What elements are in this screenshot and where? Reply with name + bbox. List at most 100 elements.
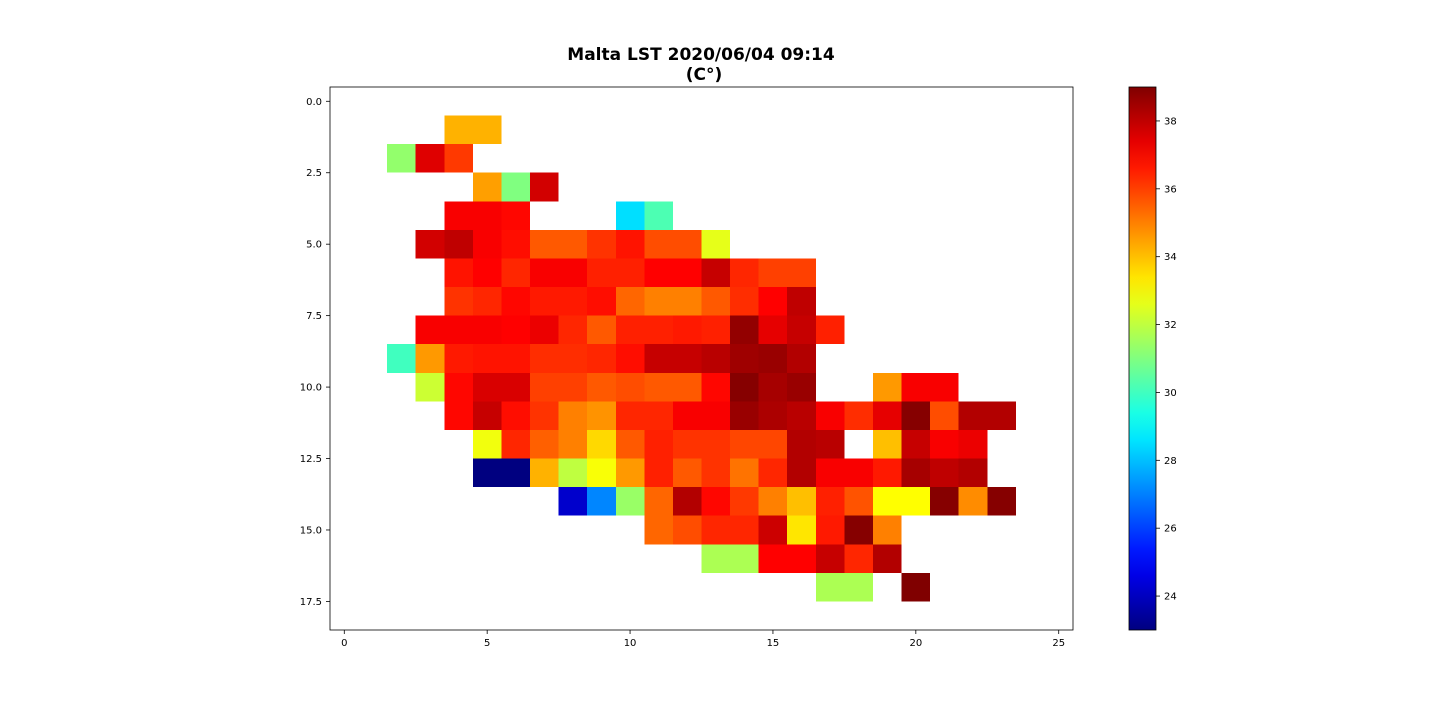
heatmap-cell: [701, 429, 731, 459]
heatmap-cell: [530, 458, 559, 488]
heatmap-cell: [644, 344, 673, 373]
heatmap-cell: [701, 229, 731, 259]
heatmap-cell: [787, 258, 816, 288]
x-tick-label: 15: [767, 638, 780, 649]
heatmap-cell: [415, 315, 445, 345]
heatmap-cell: [472, 172, 502, 202]
heatmap-cell: [558, 344, 588, 373]
colorbar-tick-label: 28: [1164, 456, 1177, 467]
heatmap-cell: [615, 344, 645, 373]
heatmap-cell: [901, 458, 931, 488]
heatmap-cell: [558, 229, 588, 259]
heatmap-cell: [787, 458, 816, 488]
heatmap-cell: [444, 229, 473, 259]
y-tick-label: 0.0: [306, 97, 322, 108]
heatmap-cell: [472, 458, 502, 488]
heatmap-cell: [872, 487, 902, 516]
plot-frame: [329, 86, 1074, 631]
heatmap-cell: [730, 487, 759, 516]
heatmap-cell: [501, 401, 531, 430]
heatmap-cell: [787, 515, 816, 545]
heatmap-cell: [530, 315, 559, 345]
heatmap-cell: [644, 458, 673, 488]
heatmap-cell: [730, 401, 759, 430]
heatmap-cell: [901, 487, 931, 516]
heatmap-cell: [558, 287, 588, 316]
colorbar-tick-label: 38: [1164, 116, 1177, 127]
heatmap-cell: [472, 344, 502, 373]
heatmap-cell: [758, 287, 788, 316]
chart-title: Malta LST 2020/06/04 09:14: [567, 45, 835, 65]
heatmap-cell: [644, 229, 673, 259]
heatmap-cell: [672, 287, 702, 316]
heatmap-cell: [672, 258, 702, 288]
heatmap-cell: [530, 372, 559, 402]
heatmap-cell: [901, 372, 931, 402]
heatmap-cell: [844, 401, 873, 430]
heatmap-cell: [930, 458, 959, 488]
heatmap-cell: [701, 544, 731, 573]
heatmap-cell: [444, 201, 473, 230]
heatmap-cell: [501, 287, 531, 316]
heatmap-cell: [530, 344, 559, 373]
heatmap-cell: [872, 458, 902, 488]
heatmap-cell: [787, 315, 816, 345]
heatmap-cell: [558, 458, 588, 488]
heatmap-cell: [758, 372, 788, 402]
heatmap-cell: [615, 429, 645, 459]
x-tick-label: 10: [624, 638, 637, 649]
heatmap-cell: [501, 229, 531, 259]
heatmap-cell: [615, 258, 645, 288]
heatmap-cell: [587, 487, 616, 516]
y-tick-label: 17.5: [300, 597, 322, 608]
heatmap-cell: [758, 515, 788, 545]
y-tick-label: 10.0: [300, 383, 322, 394]
heatmap-cell: [701, 487, 731, 516]
y-tick-label: 7.5: [306, 311, 322, 322]
heatmap-cell: [587, 315, 616, 345]
heatmap-cell: [872, 544, 902, 573]
heatmap-cell: [558, 429, 588, 459]
heatmap-cell: [644, 487, 673, 516]
heatmap-cell: [672, 429, 702, 459]
heatmap-cell: [758, 258, 788, 288]
heatmap-cell: [815, 487, 845, 516]
colorbar-tick-label: 34: [1164, 252, 1177, 263]
heatmap-cell: [472, 372, 502, 402]
heatmap-cell: [472, 201, 502, 230]
heatmap-cell: [758, 458, 788, 488]
heatmap-cell: [844, 572, 873, 602]
heatmap-cell: [387, 144, 416, 173]
heatmap-cell: [672, 315, 702, 345]
heatmap-cell: [615, 372, 645, 402]
heatmap-cell: [587, 372, 616, 402]
heatmap-cell: [701, 458, 731, 488]
heatmap-cell: [444, 258, 473, 288]
heatmap-cell: [872, 429, 902, 459]
heatmap-cell: [844, 515, 873, 545]
heatmap-cell: [501, 372, 531, 402]
heatmap-cell: [644, 372, 673, 402]
heatmap-cell: [958, 401, 988, 430]
heatmap-cell: [872, 372, 902, 402]
heatmap-cell: [815, 458, 845, 488]
heatmap-cell: [501, 201, 531, 230]
heatmap-cell: [787, 344, 816, 373]
heatmap-cell: [415, 372, 445, 402]
heatmap-cell: [730, 544, 759, 573]
heatmap-cell: [758, 344, 788, 373]
heatmap-cell: [958, 429, 988, 459]
heatmap-cell: [758, 487, 788, 516]
heatmap-plot-area: 0 5 10 15 20 25 0.0 2.5 5.0 7.5 10.0 12.5 15.0 17.5: [300, 86, 1074, 649]
heatmap-cell: [501, 458, 531, 488]
heatmap-cell: [615, 201, 645, 230]
heatmap-cell: [901, 401, 931, 430]
heatmap-cell: [844, 544, 873, 573]
heatmap-cell: [672, 372, 702, 402]
heatmap-cell: [815, 544, 845, 573]
heatmap-cell: [730, 429, 759, 459]
heatmap-cell: [672, 487, 702, 516]
heatmap-cell: [615, 401, 645, 430]
heatmap-cell: [987, 401, 1016, 430]
heatmap-cell: [730, 315, 759, 345]
